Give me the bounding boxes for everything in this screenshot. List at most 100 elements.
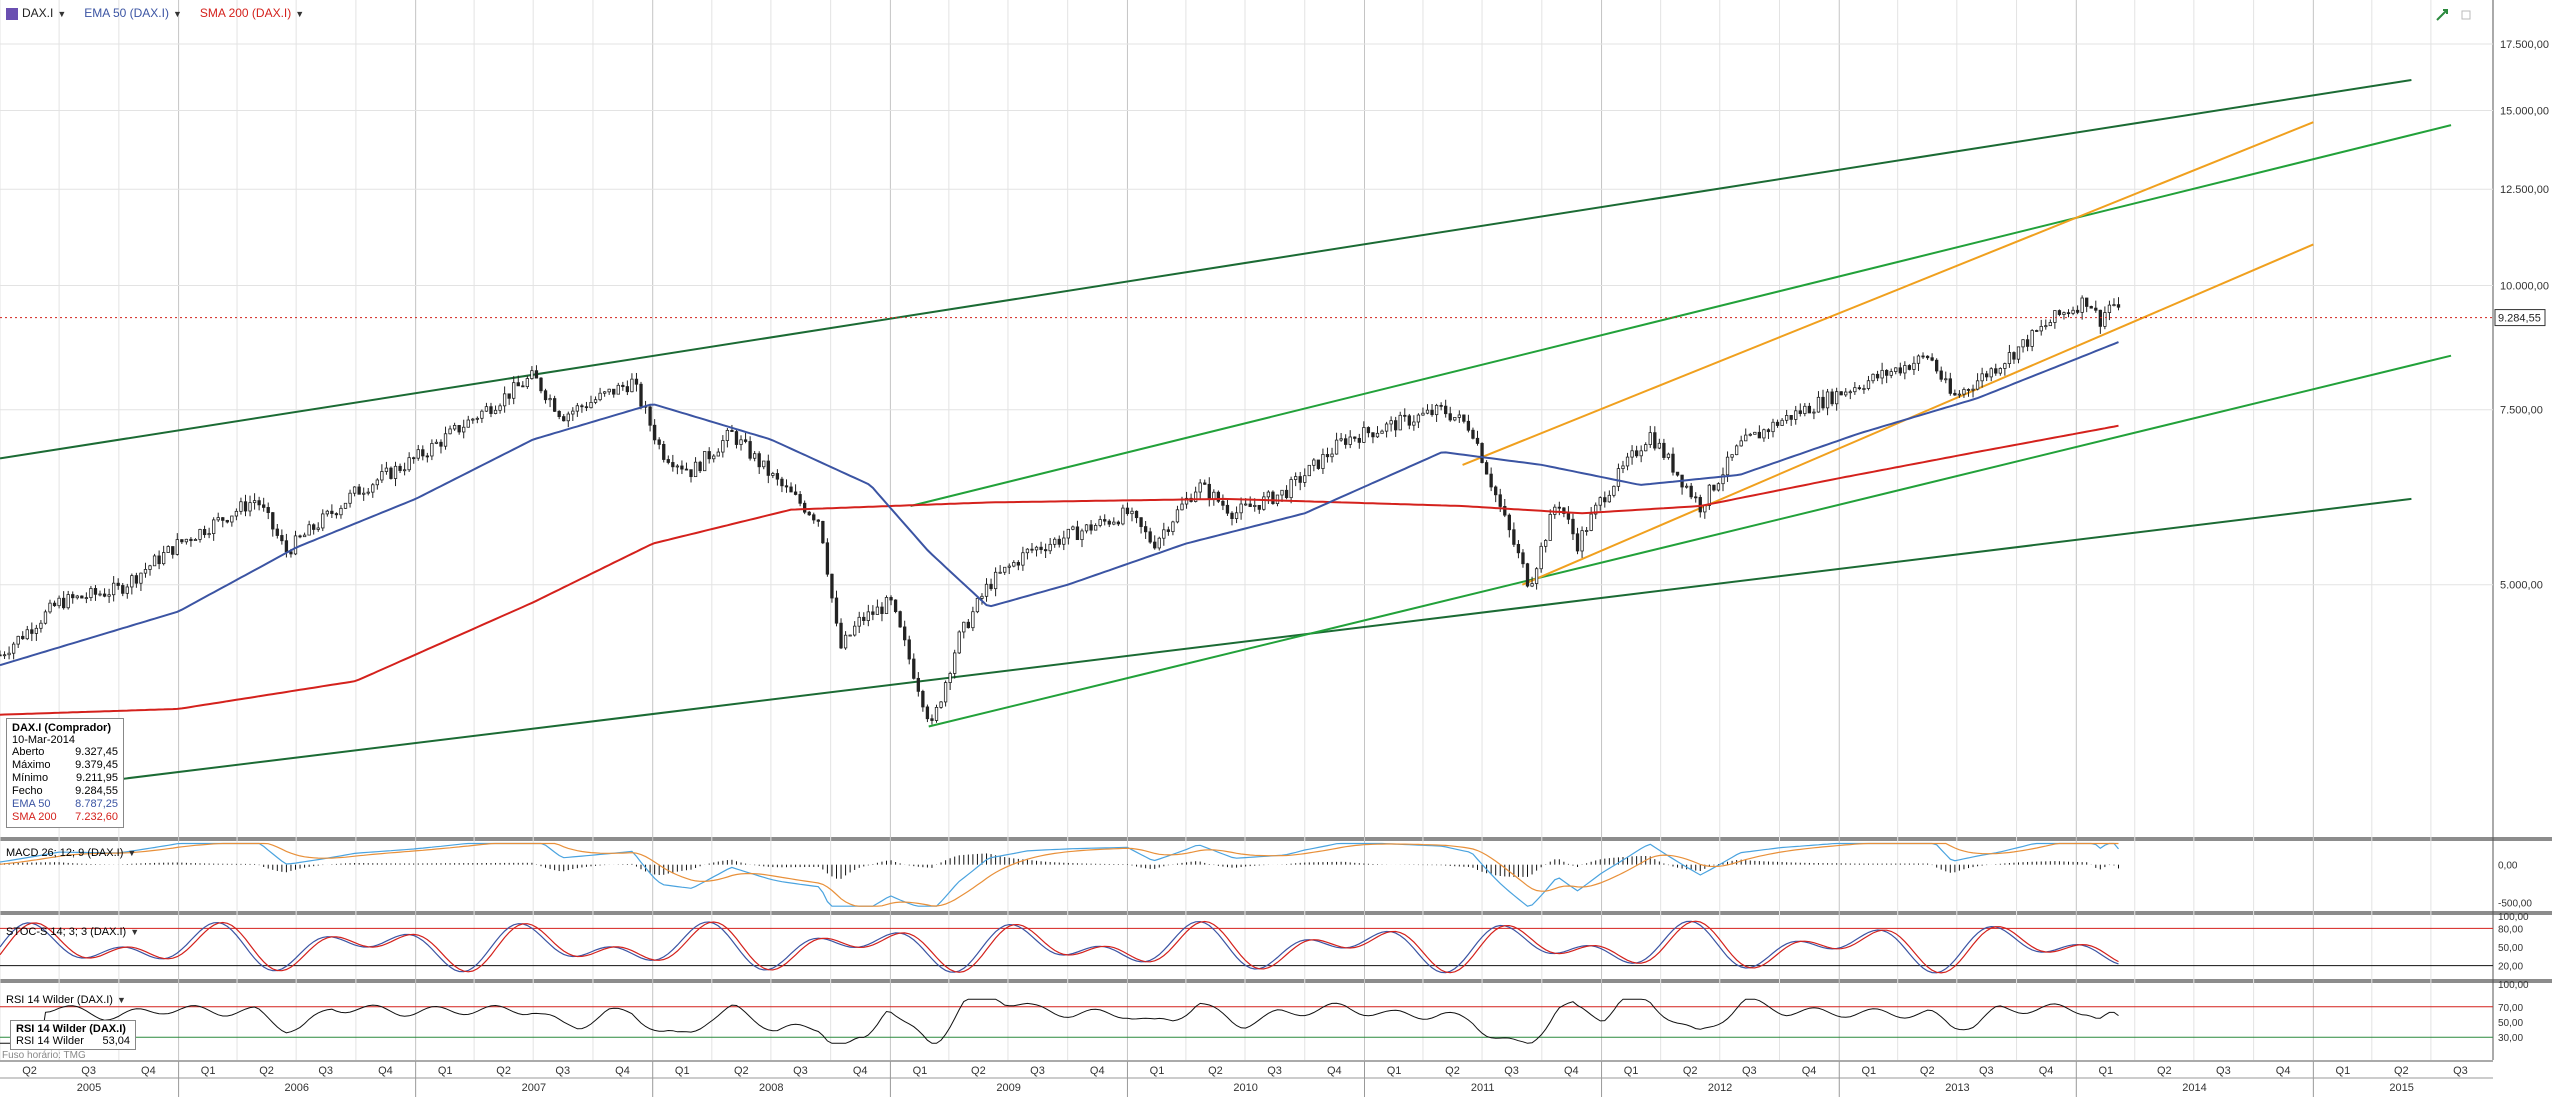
candle-body — [707, 451, 711, 460]
candle-body — [1544, 540, 1548, 547]
stoch-panel-label[interactable]: STOC-S 14; 3; 3 (DAX.I) ▼ — [6, 926, 139, 938]
candle-body — [575, 405, 580, 412]
candle-body — [993, 571, 998, 590]
candle-body — [248, 502, 252, 512]
chevron-down-icon[interactable]: ▼ — [127, 848, 137, 858]
candle-body — [1571, 518, 1575, 535]
candle-body — [1407, 415, 1411, 426]
candle-body — [1780, 419, 1784, 426]
candle-body — [1216, 491, 1221, 502]
x-year-label: 2009 — [996, 1082, 1020, 1094]
candle-body — [389, 467, 393, 479]
candle-body — [616, 384, 620, 395]
candle-body — [1084, 524, 1089, 532]
candle-body — [1330, 453, 1334, 458]
candle-body — [589, 401, 593, 409]
chevron-down-icon[interactable]: ▼ — [116, 995, 126, 1005]
info-row-label: Aberto — [12, 746, 45, 758]
x-quarter-label: Q4 — [378, 1065, 393, 1077]
x-quarter-label: Q3 — [2216, 1065, 2231, 1077]
candle-body — [1425, 409, 1430, 414]
symbol-selector[interactable]: DAX.I ▼ — [6, 6, 66, 20]
sma-selector[interactable]: SMA 200 (DAX.I) ▼ — [200, 6, 304, 20]
candle-body — [1744, 434, 1748, 442]
candle-body — [2075, 309, 2080, 313]
candle-body — [534, 370, 539, 379]
candle-body — [957, 631, 961, 654]
chevron-down-icon[interactable]: ▼ — [295, 9, 305, 19]
candle-body — [1630, 450, 1634, 458]
candle-body — [1439, 404, 1443, 407]
candle-body — [1598, 497, 1602, 506]
osc-tick-label: 0,00 — [2498, 861, 2518, 872]
candle-body — [1180, 503, 1184, 511]
candle-body — [703, 451, 707, 472]
candle-body — [871, 611, 875, 615]
chevron-down-icon[interactable]: ▼ — [172, 9, 182, 19]
candle-body — [712, 455, 716, 460]
candle-body — [1089, 524, 1093, 531]
candle-body — [539, 377, 543, 392]
candle-body — [102, 593, 107, 597]
candle-body — [766, 460, 770, 476]
candle-body — [125, 586, 129, 594]
candle-body — [1730, 454, 1734, 458]
candle-body — [1639, 450, 1643, 457]
candle-body — [1562, 507, 1566, 514]
candle-body — [1757, 431, 1762, 439]
candle-body — [1434, 404, 1439, 416]
x-year-label: 2006 — [285, 1082, 309, 1094]
candle-body — [857, 616, 861, 627]
candle-body — [1280, 489, 1284, 496]
candle-body — [548, 398, 552, 401]
candle-body — [1857, 387, 1862, 390]
info-title: DAX.I (Comprador) — [12, 722, 111, 734]
candle-body — [630, 378, 634, 393]
candle-body — [1830, 391, 1834, 405]
candle-body — [966, 621, 970, 629]
candle-body — [648, 406, 652, 426]
y-tick-label: 10.000,00 — [2500, 281, 2549, 293]
candle-body — [789, 486, 793, 493]
candle-body — [1721, 474, 1725, 485]
candle-body — [1362, 427, 1366, 443]
candle-body — [357, 486, 361, 495]
trend-line — [79, 497, 2412, 786]
ema-selector[interactable]: EMA 50 (DAX.I) ▼ — [84, 6, 182, 20]
stoch-d-line — [0, 920, 2119, 974]
candle-body — [1753, 431, 1757, 435]
candle-body — [948, 673, 952, 683]
candle-body — [2044, 325, 2048, 328]
candle-body — [43, 611, 48, 624]
candle-body — [1234, 512, 1239, 520]
candle-body — [934, 707, 939, 721]
candle-body — [1012, 562, 1016, 567]
rsi-panel-label[interactable]: RSI 14 Wilder (DAX.I) ▼ — [6, 994, 126, 1006]
info-row-label: EMA 50 — [12, 798, 51, 810]
candle-body — [1093, 525, 1098, 531]
macd-panel-label[interactable]: MACD 26; 12; 9 (DAX.I) ▼ — [6, 847, 136, 859]
x-quarter-label: Q3 — [81, 1065, 96, 1077]
candle-body — [1507, 514, 1511, 531]
candle-body — [989, 583, 993, 590]
candle-body — [1403, 414, 1407, 417]
chevron-down-icon[interactable]: ▼ — [130, 927, 140, 937]
x-year-label: 2014 — [2182, 1082, 2206, 1094]
candle-body — [234, 510, 239, 517]
candle-body — [61, 597, 66, 609]
candle-body — [1794, 410, 1798, 420]
candle-body — [1844, 391, 1848, 396]
chevron-down-icon[interactable]: ▼ — [57, 9, 67, 19]
candle-body — [1748, 433, 1752, 436]
candle-body — [1698, 497, 1702, 513]
candle-body — [312, 524, 316, 530]
candle-body — [2080, 297, 2084, 313]
info-row-label: Máximo — [12, 759, 51, 771]
candle-body — [807, 511, 811, 516]
x-quarter-label: Q3 — [1030, 1065, 1045, 1077]
candle-body — [171, 546, 175, 555]
candle-body — [57, 597, 61, 607]
candle-body — [1898, 367, 1902, 374]
candle-body — [1398, 414, 1402, 431]
